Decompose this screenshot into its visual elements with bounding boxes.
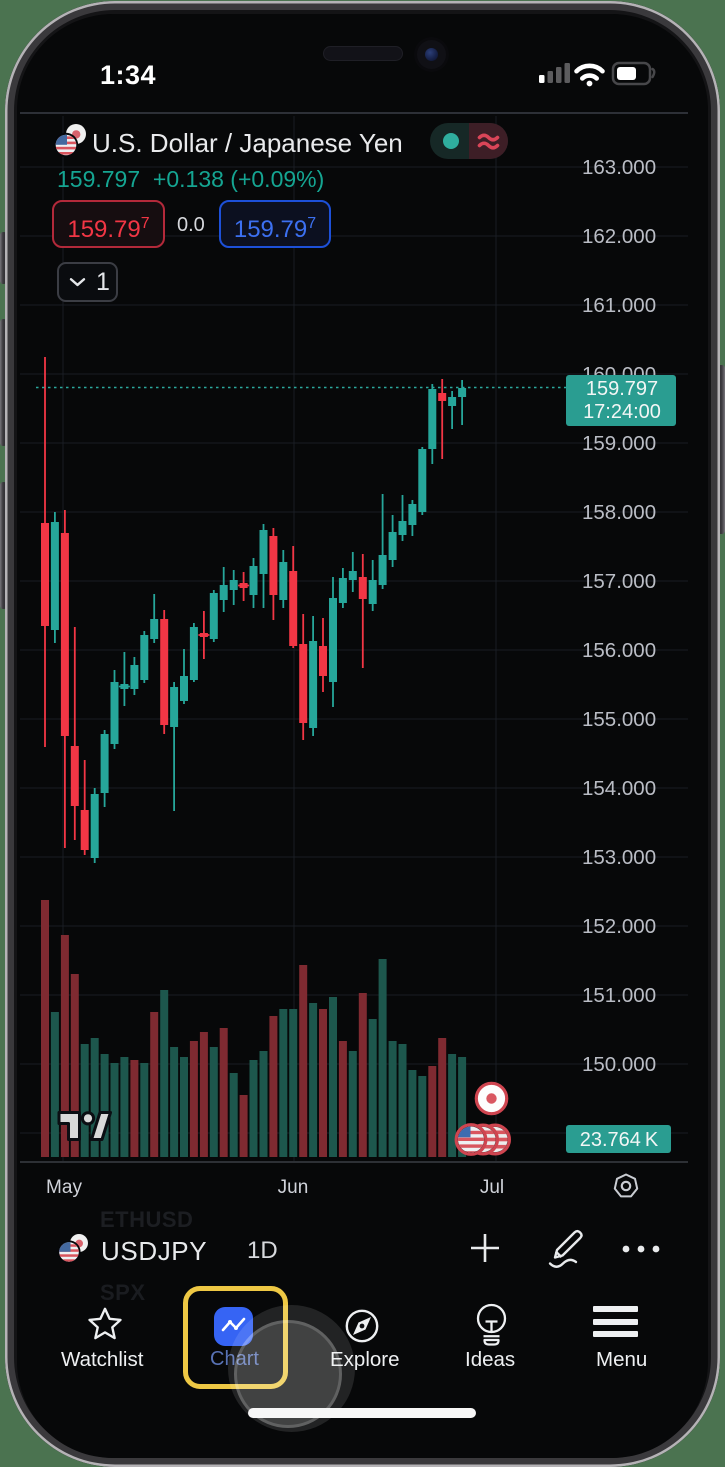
svg-text:23.764 K: 23.764 K	[580, 1129, 659, 1151]
svg-text:150.000: 150.000	[582, 1053, 656, 1076]
svg-text:Jun: Jun	[278, 1177, 309, 1198]
svg-text:153.000: 153.000	[582, 846, 656, 869]
svg-text:Jul: Jul	[480, 1177, 504, 1198]
svg-text:158.000: 158.000	[582, 501, 656, 524]
svg-text:157.000: 157.000	[582, 570, 656, 593]
svg-text:162.000: 162.000	[582, 225, 656, 248]
svg-text:152.000: 152.000	[582, 915, 656, 938]
svg-text:161.000: 161.000	[582, 294, 656, 317]
svg-text:155.000: 155.000	[582, 708, 656, 731]
svg-text:May: May	[46, 1177, 82, 1198]
svg-text:159.000: 159.000	[582, 432, 656, 455]
svg-text:159.797: 159.797	[586, 378, 658, 400]
svg-text:163.000: 163.000	[582, 156, 656, 179]
svg-text:151.000: 151.000	[582, 984, 656, 1007]
svg-text:154.000: 154.000	[582, 777, 656, 800]
svg-text:156.000: 156.000	[582, 639, 656, 662]
svg-text:17:24:00: 17:24:00	[583, 401, 661, 423]
